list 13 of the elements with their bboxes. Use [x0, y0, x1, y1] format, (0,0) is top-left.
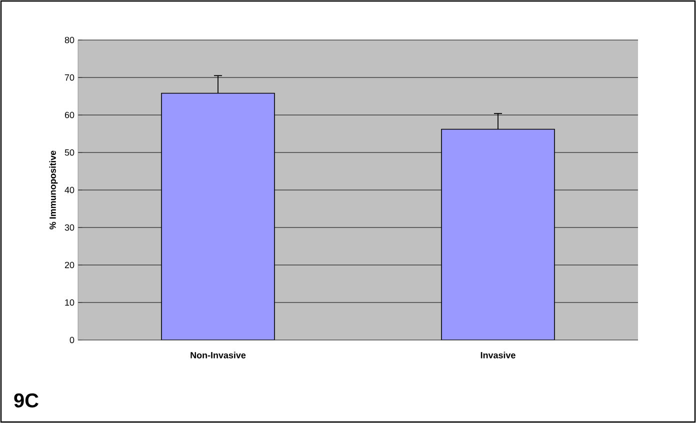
y-tick-label: 60	[64, 112, 74, 118]
x-tick-label: Invasive	[480, 352, 516, 358]
y-tick-label: 20	[64, 262, 74, 268]
y-tick-label: 50	[64, 149, 74, 156]
y-tick-label: 0	[70, 336, 74, 344]
y-tick-label: 70	[64, 74, 74, 81]
x-tick-label: Non-Invasive	[190, 352, 246, 358]
text: 9C	[14, 393, 38, 408]
y-tick-label: 10	[65, 299, 74, 306]
y-tick-label: 30	[64, 224, 74, 231]
y-tick-label: 40	[64, 186, 74, 194]
y-axis-title: % Immunopositive	[49, 150, 58, 230]
y-tick-label: 80	[64, 36, 74, 44]
